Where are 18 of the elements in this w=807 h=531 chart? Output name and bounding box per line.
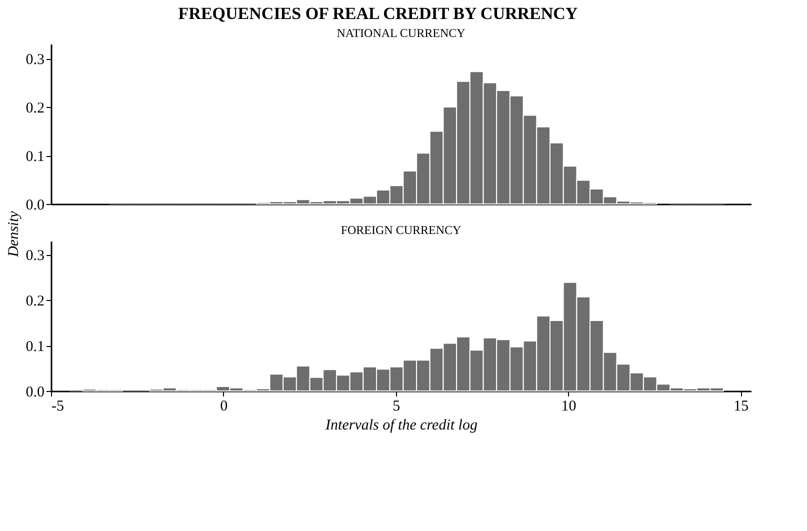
x-tick-label: 15 — [734, 398, 749, 414]
y-tick-label: 0.1 — [26, 149, 44, 166]
x-tick-label: 0 — [220, 398, 228, 414]
x-axis-title: Intervals of the credit log — [324, 418, 478, 434]
y-tick-label: 0.0 — [26, 384, 44, 400]
y-tick-label: 0.3 — [26, 52, 44, 68]
y-axis-title: Density — [6, 210, 22, 258]
chart-subtitle: FOREIGN CURRENCY — [340, 223, 462, 237]
x-tick-label: 5 — [392, 398, 400, 414]
chart-title: FREQUENCIES OF REAL CREDIT BY CURRENCY — [178, 4, 578, 23]
x-tick-label: 10 — [561, 398, 576, 414]
y-tick-label: 0.0 — [26, 198, 44, 214]
y-tick-label: 0.2 — [26, 294, 44, 310]
y-tick-label: 0.3 — [26, 248, 44, 264]
y-tick-label: 0.2 — [26, 100, 44, 117]
y-tick-label: 0.1 — [26, 339, 44, 356]
chart-subtitle: NATIONAL CURRENCY — [336, 26, 466, 40]
x-tick-label: -5 — [52, 398, 64, 414]
